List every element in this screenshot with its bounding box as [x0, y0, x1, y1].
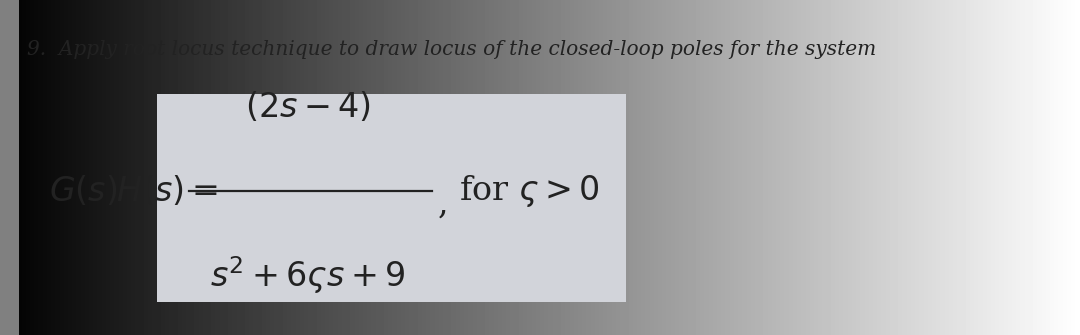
- Text: $s^{2}+6\varsigma s+9$: $s^{2}+6\varsigma s+9$: [210, 254, 406, 295]
- Text: ,: ,: [437, 188, 448, 220]
- Text: $(2s-4)$: $(2s-4)$: [245, 90, 370, 124]
- Text: $G(s)H(s) =$: $G(s)H(s) =$: [49, 174, 217, 208]
- Bar: [157, 94, 626, 302]
- Text: for $\varsigma>0$: for $\varsigma>0$: [459, 173, 599, 209]
- Bar: [0, 0, 19, 335]
- Text: 9.  Apply root locus technique to draw locus of the closed-loop poles for the sy: 9. Apply root locus technique to draw lo…: [27, 40, 876, 59]
